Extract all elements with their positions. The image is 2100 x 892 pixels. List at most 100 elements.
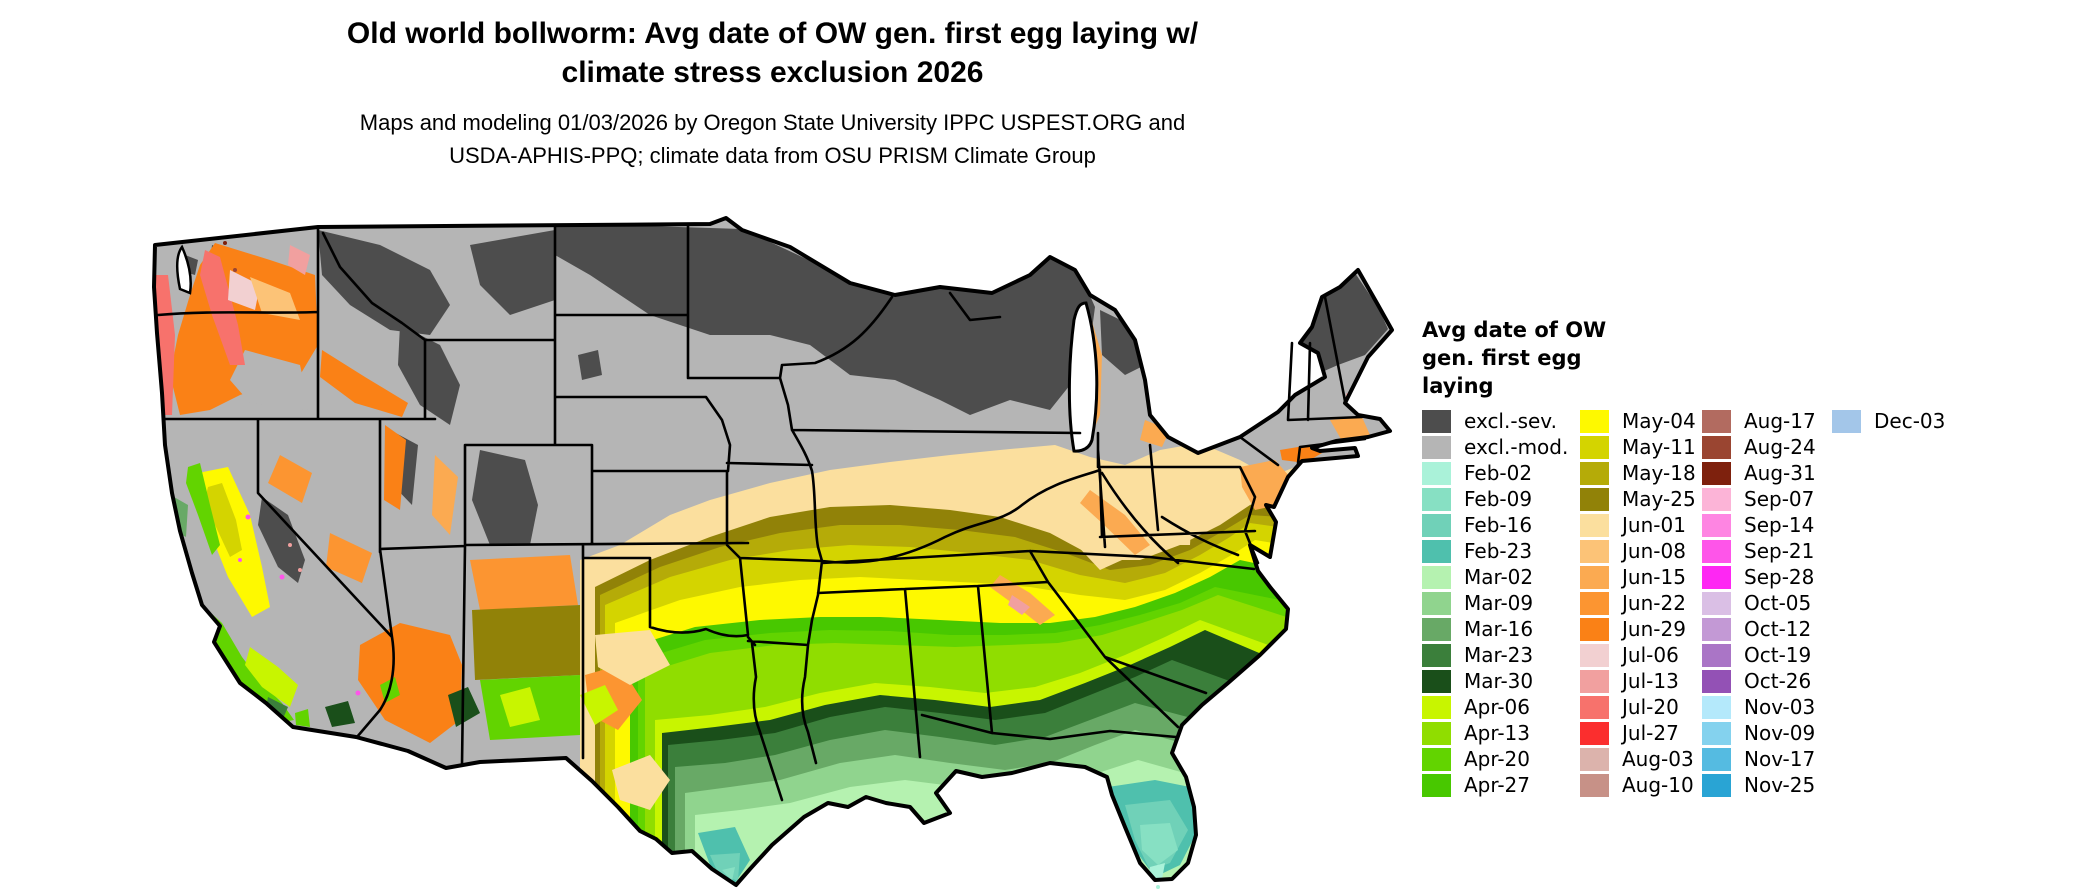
legend-item: May-18 bbox=[1580, 460, 1696, 486]
legend-item: Sep-07 bbox=[1702, 486, 1816, 512]
legend-label: Nov-09 bbox=[1744, 721, 1816, 745]
state-borders bbox=[156, 223, 1367, 802]
legend-label: Nov-25 bbox=[1744, 773, 1816, 797]
legend-item: Jul-13 bbox=[1580, 668, 1696, 694]
legend-label: Feb-02 bbox=[1464, 461, 1533, 485]
legend-swatch bbox=[1580, 409, 1609, 433]
conus-map bbox=[150, 215, 1405, 892]
legend-title-line2: gen. first egg bbox=[1422, 346, 1582, 370]
legend-label: Mar-23 bbox=[1464, 643, 1534, 667]
legend-swatch bbox=[1702, 565, 1731, 589]
legend-swatch bbox=[1422, 721, 1451, 745]
us-outline bbox=[152, 216, 1394, 887]
legend-label: Jun-29 bbox=[1622, 617, 1686, 641]
header: Old world bollworm: Avg date of OW gen. … bbox=[150, 14, 1395, 172]
legend: Avg date of OW gen. first egg laying exc… bbox=[1422, 316, 1945, 797]
legend-item: Apr-27 bbox=[1422, 772, 1568, 798]
legend-swatch bbox=[1580, 617, 1609, 641]
legend-swatch bbox=[1702, 721, 1731, 745]
legend-item: Mar-23 bbox=[1422, 642, 1568, 668]
legend-swatch bbox=[1422, 643, 1451, 667]
legend-item: Jun-01 bbox=[1580, 512, 1696, 538]
legend-swatch bbox=[1702, 409, 1731, 433]
subtitle-line2: USDA-APHIS-PPQ; climate data from OSU PR… bbox=[449, 143, 1096, 168]
legend-swatch bbox=[1702, 617, 1731, 641]
legend-item: Feb-23 bbox=[1422, 538, 1568, 564]
legend-swatch bbox=[1580, 435, 1609, 459]
legend-swatch bbox=[1422, 487, 1451, 511]
legend-swatch bbox=[1580, 721, 1609, 745]
legend-swatch bbox=[1422, 461, 1451, 485]
legend-label: Oct-12 bbox=[1744, 617, 1812, 641]
puget-sound bbox=[176, 244, 192, 295]
legend-label: Jun-01 bbox=[1622, 513, 1686, 537]
legend-label: Jul-06 bbox=[1622, 643, 1679, 667]
legend-item: Oct-26 bbox=[1702, 668, 1816, 694]
legend-swatch bbox=[1832, 409, 1861, 433]
legend-column-2: May-04 May-11 May-18 May-25 Jun-01 Jun-08 Jun-… bbox=[1580, 408, 1696, 798]
legend-label: May-18 bbox=[1622, 461, 1696, 485]
legend-label: Sep-21 bbox=[1744, 539, 1815, 563]
legend-item: Jun-15 bbox=[1580, 564, 1696, 590]
legend-item: Aug-31 bbox=[1702, 460, 1816, 486]
legend-swatch bbox=[1702, 591, 1731, 615]
legend-label: Oct-05 bbox=[1744, 591, 1812, 615]
legend-title-line1: Avg date of OW bbox=[1422, 318, 1607, 342]
legend-label: Nov-03 bbox=[1744, 695, 1816, 719]
legend-label: Apr-20 bbox=[1464, 747, 1530, 771]
legend-label: Aug-10 bbox=[1622, 773, 1694, 797]
lake-michigan bbox=[1067, 301, 1099, 453]
legend-swatch bbox=[1702, 773, 1731, 797]
legend-item: Jun-08 bbox=[1580, 538, 1696, 564]
legend-title-line3: laying bbox=[1422, 374, 1494, 398]
legend-label: Mar-30 bbox=[1464, 669, 1534, 693]
legend-label: Oct-26 bbox=[1744, 669, 1812, 693]
legend-label: May-25 bbox=[1622, 487, 1696, 511]
florida-keys-speck bbox=[1156, 885, 1160, 889]
legend-swatch bbox=[1702, 747, 1731, 771]
legend-swatch bbox=[1580, 773, 1609, 797]
legend-label: Aug-31 bbox=[1744, 461, 1816, 485]
legend-label: Sep-07 bbox=[1744, 487, 1815, 511]
legend-label: Oct-19 bbox=[1744, 643, 1812, 667]
legend-swatch bbox=[1422, 565, 1451, 589]
legend-label: May-04 bbox=[1622, 409, 1696, 433]
legend-item: Jul-20 bbox=[1580, 694, 1696, 720]
legend-label: excl.-sev. bbox=[1464, 409, 1557, 433]
legend-label: Jul-27 bbox=[1622, 721, 1679, 745]
legend-label: Sep-14 bbox=[1744, 513, 1815, 537]
legend-swatch bbox=[1580, 487, 1609, 511]
legend-label: Mar-16 bbox=[1464, 617, 1534, 641]
legend-item: Jul-06 bbox=[1580, 642, 1696, 668]
legend-item: Sep-28 bbox=[1702, 564, 1816, 590]
legend-label: Jul-13 bbox=[1622, 669, 1679, 693]
legend-swatch bbox=[1422, 773, 1451, 797]
legend-swatch bbox=[1422, 435, 1451, 459]
subtitle-line1: Maps and modeling 01/03/2026 by Oregon S… bbox=[359, 110, 1186, 135]
legend-swatch bbox=[1580, 643, 1609, 667]
legend-item: Oct-05 bbox=[1702, 590, 1816, 616]
legend-label: Aug-24 bbox=[1744, 435, 1816, 459]
legend-label: Apr-27 bbox=[1464, 773, 1530, 797]
legend-label: Jun-22 bbox=[1622, 591, 1686, 615]
legend-column-4: Dec-03 bbox=[1832, 408, 1945, 434]
legend-item: Nov-17 bbox=[1702, 746, 1816, 772]
legend-label: May-11 bbox=[1622, 435, 1696, 459]
conus-map-svg bbox=[152, 216, 1394, 889]
legend-label: Feb-23 bbox=[1464, 539, 1533, 563]
legend-item: Oct-19 bbox=[1702, 642, 1816, 668]
legend-label: Feb-16 bbox=[1464, 513, 1533, 537]
legend-item: May-25 bbox=[1580, 486, 1696, 512]
legend-item: Mar-02 bbox=[1422, 564, 1568, 590]
legend-column-3: Aug-17 Aug-24 Aug-31 Sep-07 Sep-14 Sep-21 Sep-… bbox=[1702, 408, 1816, 798]
legend-item: May-04 bbox=[1580, 408, 1696, 434]
legend-label: Sep-28 bbox=[1744, 565, 1815, 589]
legend-swatch bbox=[1580, 591, 1609, 615]
legend-item: Dec-03 bbox=[1832, 408, 1945, 434]
legend-item: Oct-12 bbox=[1702, 616, 1816, 642]
legend-swatch bbox=[1580, 695, 1609, 719]
legend-item: Jun-29 bbox=[1580, 616, 1696, 642]
legend-item: Nov-03 bbox=[1702, 694, 1816, 720]
legend-swatch bbox=[1422, 695, 1451, 719]
